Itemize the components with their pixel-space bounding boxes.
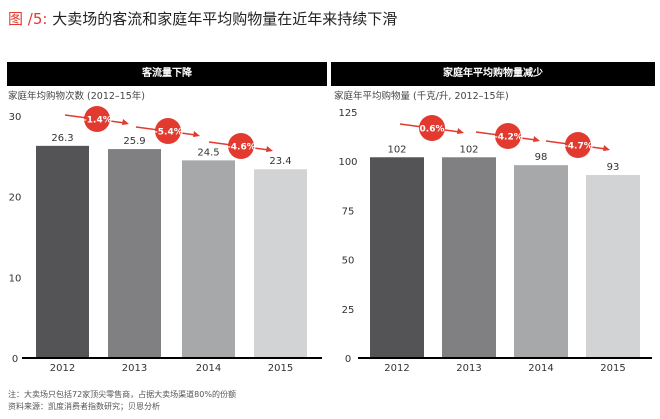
x-tick-label: 2014 bbox=[528, 363, 553, 374]
data-label: 24.5 bbox=[197, 147, 219, 158]
arrow-head-icon bbox=[603, 145, 610, 151]
change-badge bbox=[228, 133, 254, 159]
x-tick-label: 2012 bbox=[50, 363, 75, 374]
bar-2015 bbox=[254, 169, 307, 358]
left-chart-ylabel: 家庭年均购物次数 (2012–15年) bbox=[8, 91, 145, 102]
bar-2012 bbox=[36, 145, 89, 358]
source: 资料来源：凯度消费者指数研究；贝恩分析 bbox=[8, 402, 160, 411]
data-label: 102 bbox=[459, 144, 478, 155]
figure-title: 图 /5: 大卖场的客流和家庭年平均购物量在近年来持续下滑 bbox=[8, 8, 397, 29]
y-tick-label: 30 bbox=[9, 112, 22, 123]
change-label: –5.4% bbox=[153, 128, 182, 138]
data-label: 98 bbox=[535, 152, 548, 163]
change-label: –4.2% bbox=[493, 133, 522, 143]
bar-2015 bbox=[586, 174, 640, 358]
bar-2014 bbox=[182, 160, 235, 358]
arrow-head-icon bbox=[266, 146, 273, 152]
change-badge bbox=[419, 115, 445, 141]
y-tick-label: 25 bbox=[342, 305, 355, 316]
title-text: 大卖场的客流和家庭年平均购物量在近年来持续下滑 bbox=[52, 10, 398, 28]
data-label: 25.9 bbox=[123, 136, 145, 147]
x-tick-label: 2013 bbox=[456, 363, 481, 374]
arrow-head-icon bbox=[457, 128, 464, 134]
change-badge bbox=[565, 132, 591, 158]
change-label: –4.7% bbox=[563, 142, 592, 152]
arrow-head-icon bbox=[193, 131, 200, 137]
y-tick-label: 20 bbox=[9, 193, 22, 204]
x-tick-label: 2012 bbox=[384, 363, 409, 374]
x-tick-label: 2013 bbox=[122, 363, 147, 374]
data-label: 93 bbox=[607, 162, 620, 173]
change-badge bbox=[84, 106, 110, 132]
y-tick-label: 10 bbox=[9, 273, 22, 284]
x-tick-label: 2015 bbox=[268, 363, 293, 374]
y-tick-label: 0 bbox=[345, 354, 351, 365]
right-chart-header: 家庭年平均购物量减少 bbox=[331, 62, 655, 86]
y-tick-label: 125 bbox=[338, 108, 357, 119]
bar-2013 bbox=[442, 157, 496, 358]
y-tick-label: 0 bbox=[12, 354, 18, 365]
arrow-head-icon bbox=[122, 119, 129, 125]
data-label: 26.3 bbox=[51, 133, 73, 144]
bar-2014 bbox=[514, 165, 568, 358]
y-tick-label: 75 bbox=[342, 206, 355, 217]
bar-2013 bbox=[108, 149, 161, 358]
change-label: 0.6% bbox=[420, 125, 445, 135]
x-tick-label: 2014 bbox=[196, 363, 221, 374]
figure-label: 图 /5: bbox=[8, 10, 48, 28]
data-label: 102 bbox=[387, 144, 406, 155]
x-tick-label: 2015 bbox=[600, 363, 625, 374]
y-tick-label: 50 bbox=[342, 256, 355, 267]
data-label: 23.4 bbox=[269, 156, 291, 167]
note: 注：大卖场只包括72家顶尖零售商，占据大卖场渠道80%的份额 bbox=[8, 390, 236, 399]
change-label: –4.6% bbox=[226, 143, 255, 153]
left-chart-header: 客流量下降 bbox=[7, 62, 327, 86]
change-label: –1.4% bbox=[82, 116, 111, 126]
arrow-head-icon bbox=[533, 136, 540, 142]
right-chart-ylabel: 家庭年平均购物量 (千克/升, 2012–15年) bbox=[334, 91, 509, 102]
y-tick-label: 100 bbox=[338, 157, 357, 168]
change-badge bbox=[495, 123, 521, 149]
bar-2012 bbox=[370, 157, 424, 358]
change-badge bbox=[155, 118, 181, 144]
